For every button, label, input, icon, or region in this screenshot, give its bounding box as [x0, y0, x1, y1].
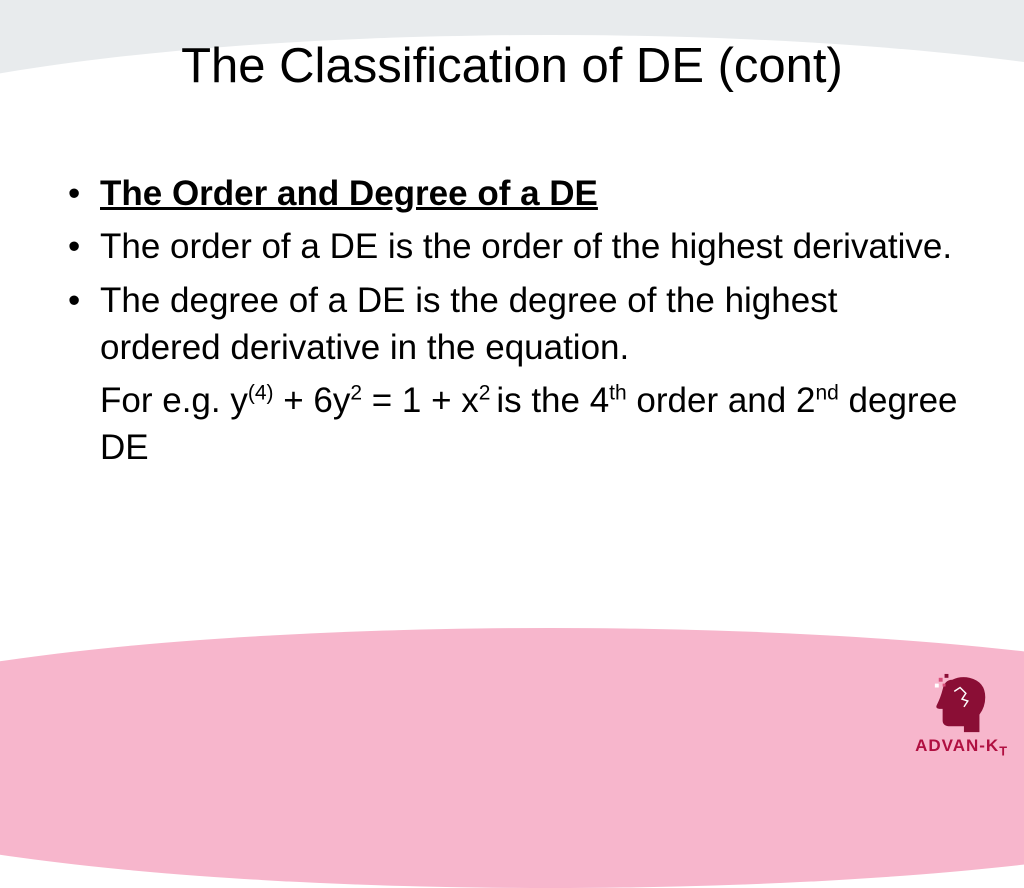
bottom-band — [0, 628, 1024, 888]
ex-sup5: nd — [815, 381, 838, 404]
slide-content: The Order and Degree of a DE The order o… — [60, 170, 964, 472]
brand-logo: ADVAN-KT — [915, 672, 1008, 758]
head-icon — [931, 672, 993, 734]
ex-prefix: For e.g. y — [100, 381, 248, 420]
logo-sub: T — [999, 743, 1008, 758]
ex-mid4: order and 2 — [627, 381, 816, 420]
ex-sup1: (4) — [248, 381, 274, 404]
bullet-list: The Order and Degree of a DE The order o… — [60, 170, 964, 371]
logo-main: ADVAN-K — [915, 736, 999, 755]
ex-sup3: 2 — [479, 381, 497, 404]
ex-mid2: = 1 + x — [362, 381, 479, 420]
bullet-heading: The Order and Degree of a DE — [60, 170, 964, 217]
ex-mid3: is the 4 — [496, 381, 609, 420]
example-text: For e.g. y(4) + 6y2 = 1 + x2 is the 4th … — [60, 377, 964, 472]
bullet-item-1: The order of a DE is the order of the hi… — [60, 223, 964, 270]
ex-sup2: 2 — [350, 381, 362, 404]
ex-sup4: th — [609, 381, 627, 404]
heading-text: The Order and Degree of a DE — [100, 174, 598, 213]
bullet-item-2: The degree of a DE is the degree of the … — [60, 277, 964, 372]
slide-title: The Classification of DE (cont) — [0, 38, 1024, 94]
logo-text: ADVAN-KT — [915, 736, 1008, 758]
ex-mid1: + 6y — [274, 381, 351, 420]
